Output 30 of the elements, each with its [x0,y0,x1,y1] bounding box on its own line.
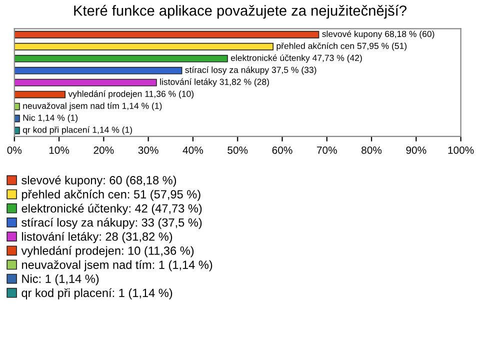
data-label: vyhledání prodejen 11,36 % (10) [68,90,194,99]
x-tick-label: 40% [182,146,204,154]
data-label: přehled akčních cen 57,95 % (51) [276,42,407,51]
legend-label: vyhledání prodejen: 10 (11,36 %) [21,246,194,258]
x-tick-label: 100% [448,146,474,154]
x-tick-label: 60% [272,146,292,154]
x-tick-label: 20% [94,146,114,154]
x-tick-label: 10% [49,146,70,154]
x-tick-label: 90% [406,146,426,154]
x-tick-label: 70% [316,146,337,154]
legend-label: listování letáky: 28 (31,82 %) [22,232,172,244]
legend-label: stírací losy za nákupy: 33 (37,5 %) [22,218,202,230]
legend-label: neuvažoval jsem nad tím: 1 (1,14 %) [22,260,212,272]
chart-title: Které funkce aplikace považujete za nejužitečnější? [74,4,406,19]
x-tick-label: 0% [7,146,22,154]
x-tick-label: 30% [138,146,158,154]
x-tick-label: 80% [362,146,382,154]
data-label: slevové kupony 68,18 % (60) [322,30,434,39]
data-label: elektronické účtenky 47,73 % (42) [230,54,362,63]
data-label: stírací losy za nákupy 37,5 % (33) [185,66,316,75]
legend-label: přehled akčních cen: 51 (57,95 %) [22,190,200,201]
legend-label: elektronické účtenky: 42 (47,73 %) [22,204,202,215]
x-tick-label: 50% [228,146,248,154]
legend-label: Nic: 1 (1,14 %) [22,274,99,286]
data-label: qr kod při placení 1,14 % (1) [22,126,132,135]
data-label: neuvažoval jsem nad tím 1,14 % (1) [23,102,162,111]
data-label: Nic 1,14 % (1) [23,114,78,123]
legend-label: slevové kupony: 60 (68,18 %) [22,176,176,187]
data-label: listování letáky 31,82 % (28) [160,78,269,87]
legend-label: qr kod při placení: 1 (1,14 %) [22,288,172,300]
